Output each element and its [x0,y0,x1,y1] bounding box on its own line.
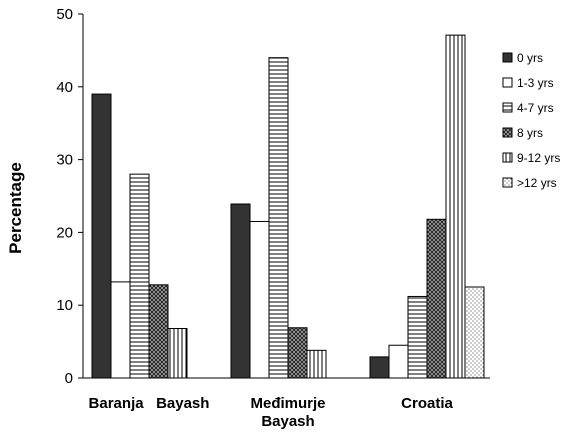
bar-4-7-yrs-1 [129,173,150,379]
y-ticks: 0 10 20 30 40 50 [56,6,83,387]
bar-4-7-yrs-3 [407,295,428,379]
bar-1-3-yrs-2 [249,220,270,379]
bar-8-yrs-2 [287,327,308,379]
bar-1-3-yrs-3 [388,344,409,379]
legend: 0 yrs 1-3 yrs 4-7 yrs 8 yrs 9-12 yrs >12 yrs [502,51,560,190]
bar-4-7-yrs-2 [268,57,289,379]
legend-swatch [502,177,513,188]
category-label: Croatia [401,395,453,412]
legend-label: 9-12 yrs [517,151,560,165]
y-tick-label: 30 [56,152,73,169]
bar-8-yrs-1 [148,284,169,379]
legend-swatch [502,127,513,138]
y-axis-title: Percentage [6,162,25,254]
bars [91,34,485,379]
bar-0-yrs-3 [369,356,390,379]
legend-label: 8 yrs [517,126,543,140]
category-label: Međimurje [250,395,325,412]
legend-swatch [502,102,513,113]
bar-0-yrs-1 [91,93,112,379]
legend-label: >12 yrs [517,176,557,190]
category-label: Bayash [261,413,314,430]
legend-label: 1-3 yrs [517,76,554,90]
y-tick-label: 50 [56,6,73,23]
legend-swatch [502,77,513,88]
bar-1-3-yrs-1 [110,281,131,379]
legend-swatch [502,52,513,63]
legend-label: 0 yrs [517,51,543,65]
y-tick-label: 0 [65,370,73,387]
legend-swatch [502,152,513,163]
bar-8-yrs-3 [426,218,447,379]
bar-12-yrs-3 [464,286,485,379]
y-tick-label: 20 [56,224,73,241]
bar-9-12-yrs-3 [445,34,466,379]
y-tick-label: 10 [56,297,73,314]
bar-9-12-yrs-1 [167,327,188,379]
bar-9-12-yrs-2 [306,349,327,379]
y-tick-label: 40 [56,79,73,96]
bar-0-yrs-2 [230,203,251,379]
category-label: Baranja Bayash [89,395,210,412]
legend-label: 4-7 yrs [517,101,554,115]
